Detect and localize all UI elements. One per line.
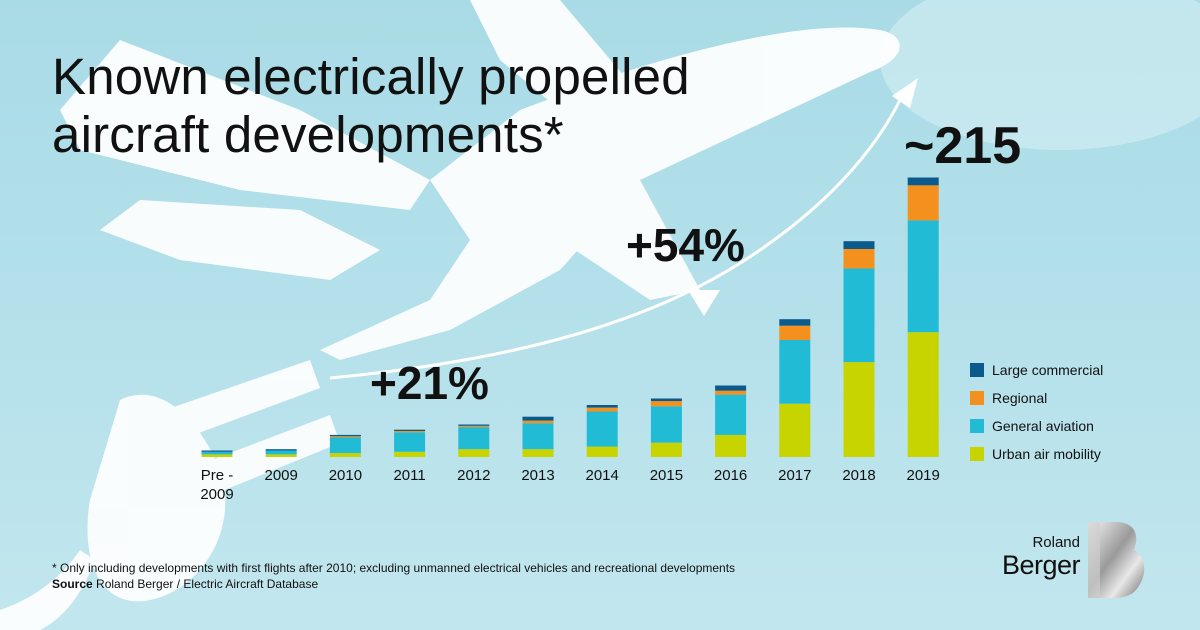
- footnote-note: * Only including developments with first…: [52, 561, 736, 575]
- bar-segment-large-commercial-4: [458, 424, 490, 426]
- x-tick-label-3: 2011: [393, 467, 425, 484]
- airplane-icon: [60, 0, 900, 360]
- bar-segment-large-commercial-10: [843, 241, 875, 249]
- x-tick-label-5: 2013: [521, 467, 554, 484]
- x-tick-label-4: 2012: [457, 467, 490, 484]
- legend-label-urban-air-mobility: Urban air mobility: [992, 446, 1101, 462]
- bar-segment-urban-air-mobility-11: [907, 332, 939, 457]
- legend-item-urban-air-mobility: Urban air mobility: [970, 440, 1103, 468]
- footnote-source: Source Roland Berger / Electric Aircraft…: [52, 576, 735, 592]
- bar-segment-large-commercial-1: [265, 449, 297, 451]
- growth-annotation-21: +21%: [370, 357, 489, 409]
- bar-segment-general-aviation-6: [586, 411, 618, 447]
- bar-segment-urban-air-mobility-7: [650, 442, 682, 457]
- logo-b-mark-icon: [1088, 522, 1145, 598]
- x-tick-label-2: 2010: [329, 467, 362, 484]
- bar-segment-large-commercial-8: [715, 385, 747, 391]
- x-tick-label-6: 2014: [586, 467, 619, 484]
- logo-text-berger: Berger: [1001, 550, 1081, 580]
- legend-swatch-regional: [970, 391, 984, 405]
- bar-segment-urban-air-mobility-6: [586, 446, 618, 457]
- bar-segment-general-aviation-11: [907, 220, 939, 333]
- chart-title: Known electrically propelled aircraft de…: [52, 48, 690, 164]
- legend-label-large-commercial: Large commercial: [992, 362, 1104, 378]
- bar-segment-large-commercial-6: [586, 405, 618, 408]
- x-tick-label-8: 2016: [714, 467, 747, 484]
- bar-segment-regional-9: [779, 325, 811, 340]
- x-tick-label-7: 2015: [650, 467, 683, 484]
- x-tick-label-10: 2018: [842, 467, 875, 484]
- bar-segment-regional-10: [843, 249, 875, 269]
- bar-segment-regional-3: [394, 431, 426, 433]
- bar-segment-urban-air-mobility-1: [265, 454, 297, 457]
- bar-segment-urban-air-mobility-5: [522, 449, 554, 457]
- bar-segment-general-aviation-7: [650, 406, 682, 443]
- bar-segment-general-aviation-5: [522, 423, 554, 450]
- legend-item-large-commercial: Large commercial: [970, 356, 1103, 384]
- bar-segment-regional-11: [907, 185, 939, 221]
- source-label: Source: [52, 577, 93, 591]
- total-annotation-2019: ~215: [904, 117, 1022, 175]
- bar-segment-urban-air-mobility-4: [458, 449, 490, 457]
- bar-segment-regional-7: [650, 401, 682, 407]
- bar-segment-large-commercial-7: [650, 398, 682, 402]
- bar-segment-urban-air-mobility-3: [394, 451, 426, 457]
- bar-segment-general-aviation-0: [201, 451, 233, 455]
- x-tick-label-1: 2009: [265, 467, 298, 484]
- bar-segment-large-commercial-3: [394, 429, 426, 431]
- legend-label-general-aviation: General aviation: [992, 418, 1094, 434]
- bar-segment-regional-4: [458, 425, 490, 428]
- legend-swatch-urban-air-mobility: [970, 447, 984, 461]
- legend-label-regional: Regional: [992, 390, 1048, 406]
- growth-arrow-head-mid: [688, 290, 720, 316]
- bar-segment-urban-air-mobility-10: [843, 362, 875, 457]
- chart-legend: Large commercial Regional General aviati…: [970, 356, 1103, 468]
- x-tick-label-0-line1: 2009: [200, 486, 233, 503]
- bar-segment-general-aviation-2: [329, 437, 361, 454]
- bar-segment-large-commercial-2: [329, 434, 361, 437]
- bar-segment-regional-2: [329, 436, 361, 438]
- bar-segment-urban-air-mobility-9: [779, 403, 811, 457]
- bar-segment-urban-air-mobility-8: [715, 434, 747, 457]
- x-tick-label-11: 2019: [907, 467, 940, 484]
- footnote: * Only including developments with first…: [52, 560, 735, 592]
- legend-swatch-large-commercial: [970, 363, 984, 377]
- source-text: Roland Berger / Electric Aircraft Databa…: [92, 577, 319, 591]
- bar-segment-general-aviation-4: [458, 427, 490, 450]
- bar-segment-general-aviation-10: [843, 268, 875, 363]
- bar-segment-general-aviation-1: [265, 450, 297, 455]
- legend-item-regional: Regional: [970, 384, 1103, 412]
- roland-berger-logo: Roland Berger: [992, 520, 1152, 600]
- bar-segment-large-commercial-0: [201, 450, 233, 452]
- bar-segment-general-aviation-9: [779, 340, 811, 404]
- legend-item-general-aviation: General aviation: [970, 412, 1103, 440]
- growth-arrow: [329, 99, 902, 380]
- growth-arrow-head-top: [892, 78, 918, 108]
- bar-segment-general-aviation-3: [394, 432, 426, 452]
- growth-annotation-54: +54%: [626, 219, 745, 271]
- x-tick-label-0-line0: Pre -: [201, 467, 234, 484]
- bar-segment-regional-6: [586, 407, 618, 412]
- plug-icon: [0, 360, 340, 630]
- bar-segment-general-aviation-8: [715, 394, 747, 435]
- bar-segment-large-commercial-5: [522, 416, 554, 421]
- legend-swatch-general-aviation: [970, 419, 984, 433]
- title-line-1: Known electrically propelled: [52, 48, 690, 105]
- bar-segment-regional-5: [522, 420, 554, 424]
- bar-segment-urban-air-mobility-2: [329, 453, 361, 457]
- bar-segment-large-commercial-9: [779, 319, 811, 326]
- x-tick-label-9: 2017: [778, 467, 811, 484]
- title-line-2: aircraft developments*: [52, 106, 564, 163]
- bar-segment-urban-air-mobility-0: [201, 454, 233, 457]
- logo-text-roland: Roland: [1032, 534, 1080, 551]
- bar-segment-large-commercial-11: [907, 177, 939, 186]
- bar-segment-regional-8: [715, 390, 747, 395]
